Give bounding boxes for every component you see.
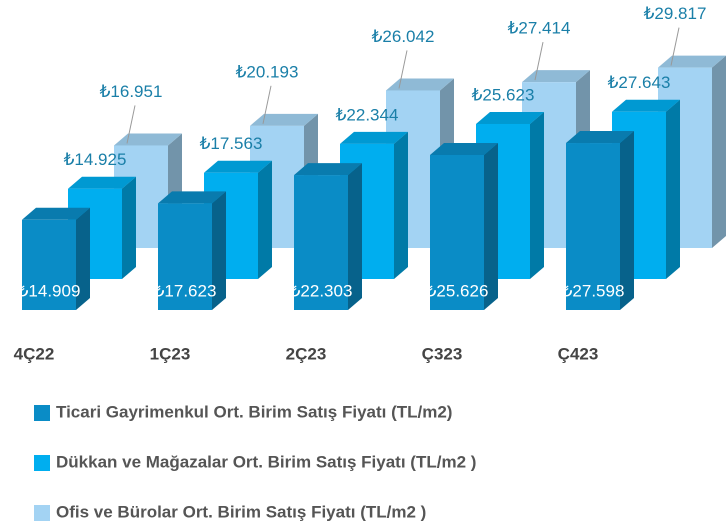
legend-swatch (34, 405, 50, 421)
data-label: ₺17.623 (154, 281, 217, 300)
legend-swatch (34, 455, 50, 471)
bar-side (212, 191, 226, 310)
x-tick-label: 4Ç22 (14, 344, 55, 363)
data-label: ₺22.303 (290, 281, 353, 300)
bar-top (250, 113, 318, 126)
bar-top (566, 131, 634, 144)
data-label: ₺20.193 (236, 62, 299, 81)
bar (294, 163, 362, 310)
bar-side (258, 160, 272, 279)
bar-front (158, 203, 212, 310)
leader-line (534, 42, 544, 81)
x-tick-label: 1Ç23 (150, 344, 191, 363)
leader-line (126, 105, 136, 144)
bar-front (22, 219, 76, 310)
bar-side (484, 142, 498, 310)
bar-top (612, 99, 680, 112)
leader-line (670, 27, 680, 66)
bar (566, 131, 634, 310)
bar (22, 207, 90, 310)
bar-top (340, 131, 408, 144)
bar (430, 142, 498, 310)
bar-top (476, 111, 544, 124)
data-label: ₺27.643 (608, 73, 671, 92)
bar-front (430, 154, 484, 310)
bar-top (658, 55, 726, 68)
leader-line (262, 85, 272, 124)
legend-swatch (34, 505, 50, 521)
bar-top (430, 142, 498, 155)
bar-side (712, 55, 726, 249)
bar-top (386, 78, 454, 91)
x-tick-label: 2Ç23 (286, 344, 327, 363)
legend-label: Dükkan ve Mağazalar Ort. Birim Satış Fiy… (56, 452, 476, 471)
x-tick-label: Ç423 (558, 344, 599, 363)
data-label: ₺26.042 (372, 27, 435, 46)
bar-front (294, 175, 348, 310)
data-label: ₺27.414 (508, 19, 571, 38)
bar-top (204, 160, 272, 173)
bar-top (158, 191, 226, 204)
bar-side (620, 131, 634, 310)
bar-side (666, 99, 680, 279)
bar-side (530, 111, 544, 279)
bar-side (76, 207, 90, 310)
bar-top (22, 207, 90, 220)
data-label: ₺16.951 (100, 82, 163, 101)
bar-top (68, 176, 136, 189)
data-label: ₺14.925 (64, 150, 127, 169)
bar-side (122, 176, 136, 279)
bar (158, 191, 226, 310)
data-label: ₺17.563 (200, 134, 263, 153)
bar-top (522, 70, 590, 83)
bar-top (114, 133, 182, 146)
leader-line (398, 50, 408, 89)
bar-side (394, 131, 408, 279)
data-label: ₺27.598 (562, 281, 625, 300)
data-label: ₺22.344 (336, 105, 399, 124)
data-label: ₺25.623 (472, 85, 535, 104)
bar-top (294, 163, 362, 176)
legend-label: Ticari Gayrimenkul Ort. Birim Satış Fiya… (56, 402, 452, 421)
data-label: ₺25.626 (426, 281, 489, 300)
x-tick-label: Ç323 (422, 344, 463, 363)
data-label: ₺29.817 (644, 4, 707, 23)
data-label: ₺14.909 (18, 281, 81, 300)
legend-label: Ofis ve Bürolar Ort. Birim Satış Fiyatı … (56, 502, 426, 521)
bar-side (348, 163, 362, 310)
bar-front (566, 143, 620, 310)
